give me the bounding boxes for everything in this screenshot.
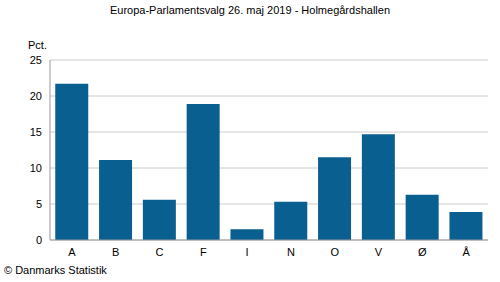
- svg-text:B: B: [112, 246, 119, 258]
- svg-text:25: 25: [30, 54, 42, 66]
- svg-text:V: V: [375, 246, 383, 258]
- svg-text:0: 0: [36, 234, 42, 246]
- svg-text:5: 5: [36, 198, 42, 210]
- svg-text:A: A: [68, 246, 76, 258]
- svg-text:10: 10: [30, 162, 42, 174]
- svg-text:O: O: [330, 246, 339, 258]
- svg-text:Å: Å: [462, 246, 470, 258]
- svg-text:I: I: [246, 246, 249, 258]
- html-text:Pct.: Pct.: [28, 39, 47, 51]
- html-text:© Danmarks Statistik: © Danmarks Statistik: [4, 264, 107, 276]
- svg-text:N: N: [287, 246, 295, 258]
- svg-text:15: 15: [30, 126, 42, 138]
- html-text:Europa-Parlamentsvalg 26. maj: Europa-Parlamentsvalg 26. maj 2019 - Hol…: [110, 4, 390, 16]
- svg-text:Ø: Ø: [418, 246, 427, 258]
- svg-text:F: F: [200, 246, 207, 258]
- svg-text:20: 20: [30, 90, 42, 102]
- svg-text:C: C: [156, 246, 164, 258]
